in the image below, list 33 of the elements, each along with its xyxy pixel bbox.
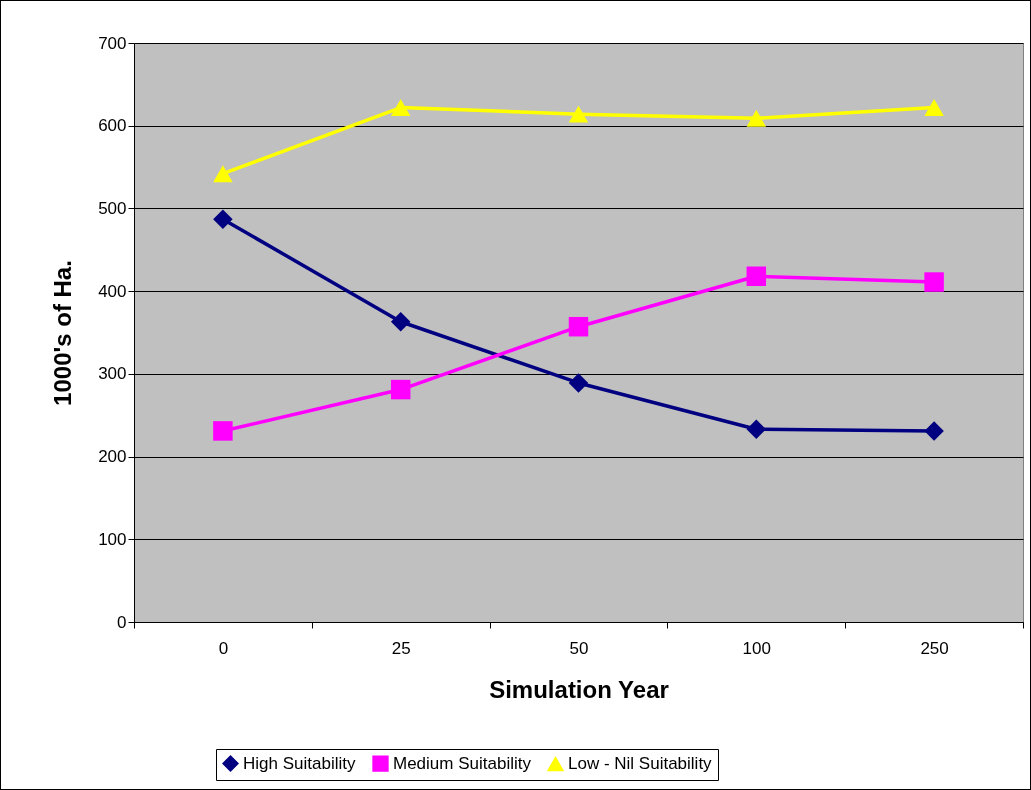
y-tick-label: 700	[98, 33, 127, 53]
legend-label: Medium Suitability	[393, 753, 532, 773]
y-tick-label: 400	[98, 281, 127, 301]
y-axis-title: 1000's of Ha.	[49, 260, 77, 406]
legend-label: High Suitability	[243, 753, 356, 773]
y-tick-label: 200	[98, 447, 127, 467]
y-tick-label: 100	[98, 529, 127, 549]
point	[924, 272, 944, 292]
x-axis-title: Simulation Year	[489, 675, 669, 703]
point	[568, 105, 589, 123]
y-tick-label: 500	[98, 198, 127, 218]
point	[746, 419, 767, 440]
y-tick-label: 600	[98, 116, 127, 136]
point	[568, 373, 589, 393]
x-tick-label: 0	[218, 638, 229, 658]
point	[924, 99, 944, 116]
x-tick-label: 100	[742, 638, 771, 658]
point	[213, 209, 233, 229]
y-tick-label: 0	[117, 612, 127, 632]
point	[746, 266, 767, 286]
point	[390, 379, 411, 400]
point	[213, 165, 233, 183]
x-tick-label: 50	[569, 638, 589, 658]
point	[924, 421, 944, 441]
point	[568, 316, 589, 337]
x-tick-label: 25	[391, 638, 411, 658]
point	[390, 312, 411, 332]
legend-label: Low - Nil Suitability	[568, 754, 713, 774]
point	[213, 421, 233, 441]
y-tick-label: 300	[98, 364, 127, 384]
x-tick-label: 250	[920, 638, 949, 658]
point	[746, 109, 767, 127]
point	[390, 99, 411, 116]
